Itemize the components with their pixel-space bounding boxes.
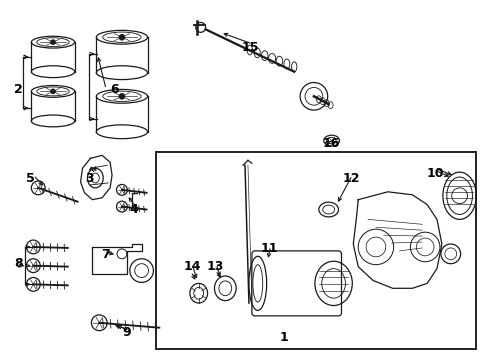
Text: 1: 1 bbox=[280, 331, 288, 344]
Circle shape bbox=[50, 89, 56, 94]
Text: 15: 15 bbox=[241, 41, 258, 54]
Text: 13: 13 bbox=[206, 260, 224, 273]
Text: 3: 3 bbox=[85, 171, 94, 185]
Bar bbox=[156, 152, 475, 349]
Text: 12: 12 bbox=[342, 171, 359, 185]
Text: 11: 11 bbox=[260, 242, 278, 255]
Circle shape bbox=[119, 34, 125, 40]
Text: 10: 10 bbox=[426, 167, 443, 180]
Text: 2: 2 bbox=[14, 83, 23, 96]
Text: 4: 4 bbox=[129, 203, 138, 216]
Text: 6: 6 bbox=[110, 83, 119, 96]
Text: 8: 8 bbox=[14, 257, 23, 270]
Text: 14: 14 bbox=[183, 260, 201, 273]
Text: 16: 16 bbox=[322, 137, 340, 150]
Circle shape bbox=[119, 93, 125, 99]
Text: 9: 9 bbox=[122, 326, 131, 339]
Text: 7: 7 bbox=[101, 248, 109, 261]
Text: 5: 5 bbox=[26, 171, 35, 185]
Circle shape bbox=[50, 40, 56, 45]
